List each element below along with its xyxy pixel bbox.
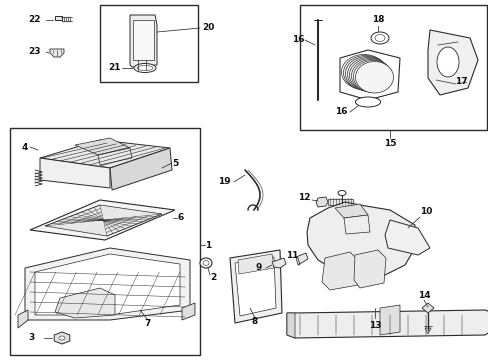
Bar — [299, 5, 486, 130]
Text: 23: 23 — [28, 48, 41, 57]
Polygon shape — [286, 313, 294, 338]
Text: 2: 2 — [209, 274, 216, 283]
Ellipse shape — [370, 32, 388, 44]
Polygon shape — [384, 220, 429, 255]
Polygon shape — [110, 148, 172, 190]
Bar — [10, 128, 200, 355]
Polygon shape — [75, 138, 130, 155]
Text: 18: 18 — [371, 15, 384, 24]
Text: 12: 12 — [297, 193, 310, 202]
Polygon shape — [182, 303, 195, 320]
Ellipse shape — [355, 97, 380, 107]
Polygon shape — [379, 305, 399, 335]
Ellipse shape — [349, 58, 390, 91]
Bar — [100, 5, 198, 82]
Polygon shape — [353, 250, 385, 288]
Text: 16: 16 — [335, 108, 347, 117]
Text: 10: 10 — [419, 207, 431, 216]
Polygon shape — [25, 248, 190, 320]
Polygon shape — [18, 310, 28, 328]
Ellipse shape — [353, 60, 392, 93]
Text: 8: 8 — [251, 318, 258, 327]
Polygon shape — [235, 257, 275, 316]
Polygon shape — [295, 253, 307, 265]
Text: 5: 5 — [172, 158, 178, 167]
Ellipse shape — [347, 58, 389, 91]
Text: 4: 4 — [21, 143, 28, 152]
Text: 21: 21 — [108, 63, 120, 72]
Polygon shape — [315, 197, 327, 207]
Text: 9: 9 — [254, 264, 261, 273]
Text: 1: 1 — [204, 240, 211, 249]
Polygon shape — [35, 254, 180, 315]
Polygon shape — [427, 30, 477, 95]
Polygon shape — [98, 148, 132, 165]
Text: 13: 13 — [368, 320, 381, 329]
Polygon shape — [286, 310, 488, 338]
Ellipse shape — [137, 66, 153, 71]
Polygon shape — [45, 205, 162, 236]
Text: 3: 3 — [28, 333, 34, 342]
Polygon shape — [30, 200, 175, 240]
Text: 17: 17 — [454, 77, 467, 86]
Ellipse shape — [436, 47, 458, 77]
Text: 11: 11 — [285, 251, 298, 260]
Text: 14: 14 — [417, 291, 429, 300]
Text: 7: 7 — [144, 319, 151, 328]
Text: 19: 19 — [218, 177, 230, 186]
Polygon shape — [421, 303, 433, 313]
Polygon shape — [321, 252, 357, 290]
Ellipse shape — [200, 258, 212, 268]
Polygon shape — [424, 328, 430, 334]
Ellipse shape — [337, 190, 346, 195]
Ellipse shape — [345, 57, 387, 90]
Polygon shape — [130, 15, 157, 67]
Ellipse shape — [59, 336, 65, 340]
Polygon shape — [343, 215, 369, 234]
Bar — [133, 20, 154, 60]
Ellipse shape — [343, 55, 386, 90]
Text: 22: 22 — [28, 15, 41, 24]
Polygon shape — [334, 204, 367, 218]
Polygon shape — [238, 254, 273, 274]
Polygon shape — [229, 250, 282, 323]
Ellipse shape — [351, 59, 391, 92]
Polygon shape — [55, 288, 115, 318]
Polygon shape — [55, 16, 62, 20]
Polygon shape — [271, 258, 285, 268]
Ellipse shape — [374, 35, 384, 41]
Ellipse shape — [341, 54, 386, 90]
Polygon shape — [40, 140, 170, 168]
Ellipse shape — [134, 63, 156, 72]
Text: 6: 6 — [177, 213, 183, 222]
Bar — [327, 199, 352, 205]
Text: 16: 16 — [292, 36, 305, 45]
Polygon shape — [306, 202, 414, 278]
Ellipse shape — [355, 62, 393, 93]
Text: 20: 20 — [202, 23, 214, 32]
Polygon shape — [50, 49, 64, 57]
Polygon shape — [54, 332, 70, 344]
Text: 15: 15 — [383, 139, 395, 148]
Ellipse shape — [203, 261, 208, 266]
Polygon shape — [40, 158, 110, 188]
